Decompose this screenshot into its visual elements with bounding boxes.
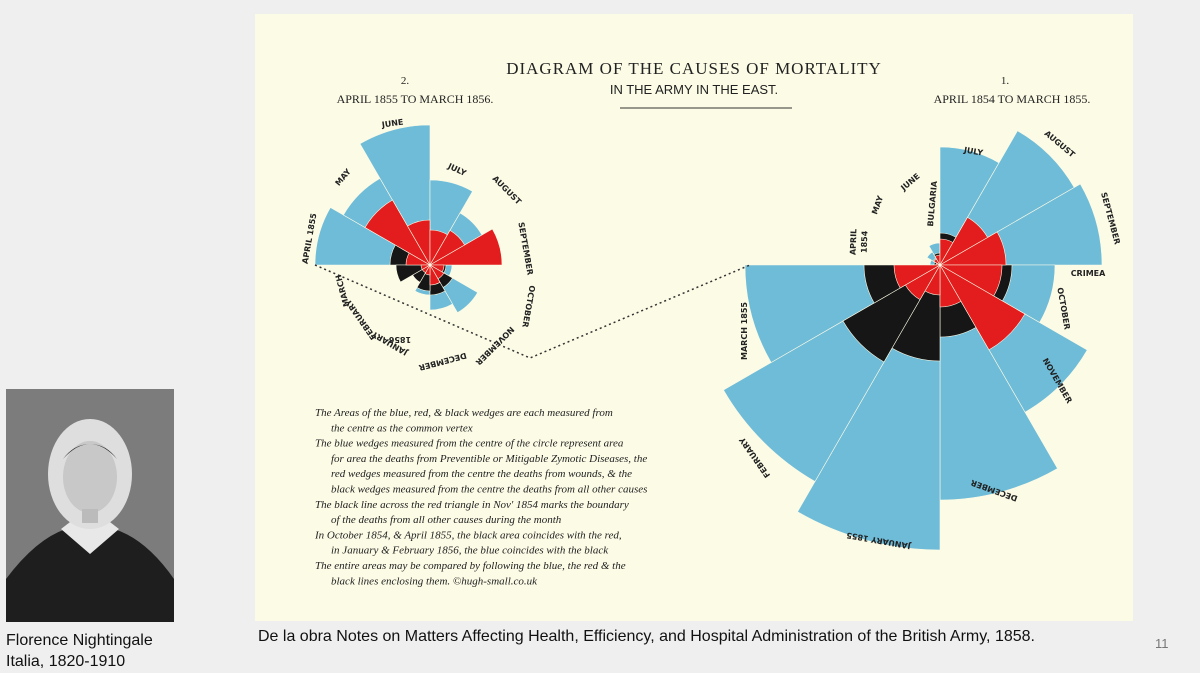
note-line: The entire areas may be compared by foll… [315,560,626,572]
month-label: CRIMEA [1071,269,1106,278]
person-detail: Italia, 1820-1910 [6,653,126,670]
rose-wedge [407,219,431,267]
rose-wedge [939,263,962,308]
slide-caption: De la obra Notes on Matters Affecting He… [258,628,1035,645]
rose-wedges [314,124,1103,551]
rose-wedge [428,228,503,266]
note-line: The Areas of the blue, red, & black wedg… [315,407,613,419]
portrait-photo [6,389,174,622]
month-label: BULGARIA [926,180,939,227]
right-number: 1. [1001,75,1010,87]
diagram-subtitle: IN THE ARMY IN THE EAST. [610,82,778,97]
rose-wedge [420,264,432,270]
rose-diagram: DIAGRAM OF THE CAUSES OF MORTALITY IN TH… [255,14,1133,621]
slide-number: 11 [1155,636,1169,651]
left-period: APRIL 1855 TO MARCH 1856. [337,92,494,106]
note-line: for area the deaths from Preventible or … [331,453,647,465]
rose-wedge [939,264,1026,351]
left-number: 2. [401,75,410,87]
note-line: black wedges measured from the centre th… [331,484,647,496]
month-label: 1856 [388,335,411,344]
diagram-title: DIAGRAM OF THE CAUSES OF MORTALITY [506,59,882,78]
person-name: Florence Nightingale [6,632,153,649]
portrait-caption: Florence Nightingale Italia, 1820-1910 [6,630,153,672]
month-label: 1854 [860,230,870,253]
note-line: The blue wedges measured from the centre… [315,438,624,450]
rose-wedge [364,199,431,266]
right-period: APRIL 1854 TO MARCH 1855. [934,92,1091,106]
month-label: JUNE [380,118,404,130]
rose-wedge [429,263,441,286]
month-label: JULY [962,145,984,157]
note-line: the centre as the common vertex [331,422,473,434]
rose-wedge [938,231,1007,266]
note-line: of the deaths from all other causes duri… [331,514,562,526]
note-line: The black line across the red triangle i… [315,499,629,511]
note-line: in January & February 1856, the blue coi… [331,545,609,557]
explanatory-notes: The Areas of the blue, red, & black wedg… [314,407,647,587]
note-line: black lines enclosing them. ©hugh-small.… [331,575,538,587]
rose-wedge [395,264,432,283]
note-line: In October 1854, & April 1855, the black… [314,529,622,541]
note-line: red wedges measured from the centre the … [331,468,632,480]
month-label: MARCH 1855 [740,302,749,360]
rose-wedge [893,264,942,289]
month-label: APRIL [849,229,859,256]
